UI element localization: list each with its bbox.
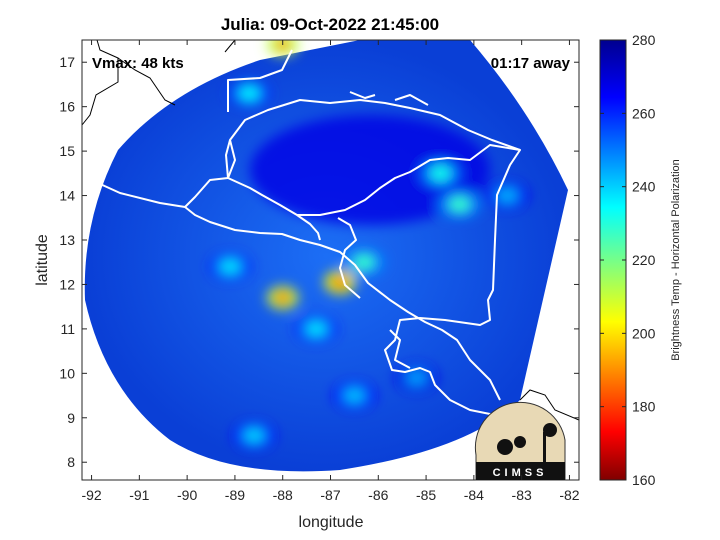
x-axis-ticks: -92 -91 -90 -89 -88 -87 -86 -85 -84 -83 -82: [81, 40, 580, 503]
swath-feature: [496, 187, 519, 204]
y-tick-label: 14: [59, 188, 75, 204]
colorbar-label: Brightness Temp - Horizontal Polarizatio…: [670, 159, 682, 361]
coastline-black: [82, 40, 579, 421]
colorbar-ticks: 160 180 200 220 240 260 280: [600, 32, 656, 488]
y-axis-label: latitude: [34, 234, 51, 286]
swath-feature: [429, 165, 452, 182]
x-tick-label: -86: [368, 487, 388, 503]
colorbar-tick-label: 240: [632, 179, 656, 195]
y-axis-ticks: 8 9 10 11 12 13 14 15 16 17: [59, 54, 579, 470]
x-axis-label: longitude: [299, 514, 364, 531]
y-tick-label: 11: [60, 321, 75, 337]
swath-feature: [343, 387, 366, 404]
swath-warm-region: [250, 115, 490, 225]
y-tick-label: 17: [59, 54, 75, 70]
x-tick-label: -92: [81, 487, 101, 503]
colorbar-tick-label: 160: [632, 472, 656, 488]
x-tick-label: -91: [129, 487, 149, 503]
x-tick-label: -87: [320, 487, 340, 503]
plot-area: [82, 40, 579, 472]
vmax-label: Vmax: 48 kts: [92, 55, 184, 72]
swath-feature: [238, 85, 261, 102]
swath-feature: [448, 196, 471, 213]
y-tick-label: 12: [59, 276, 75, 292]
coastlines-borders: [86, 49, 521, 416]
x-tick-label: -84: [464, 487, 484, 503]
swath-feature: [352, 254, 375, 271]
x-tick-label: -88: [273, 487, 293, 503]
colorbar-tick-label: 180: [632, 399, 656, 415]
logo-text: CIMSS: [493, 467, 548, 479]
time-away-label: 01:17 away: [491, 55, 571, 72]
y-tick-label: 8: [67, 454, 75, 470]
x-tick-label: -90: [177, 487, 197, 503]
y-tick-label: 9: [67, 410, 75, 426]
y-tick-label: 13: [59, 232, 75, 248]
x-tick-label: -82: [559, 487, 579, 503]
x-tick-label: -89: [225, 487, 245, 503]
y-tick-label: 16: [59, 99, 75, 115]
colorbar-tick-label: 280: [632, 32, 656, 48]
y-tick-label: 15: [59, 143, 75, 159]
colorbar: [599, 39, 627, 481]
swath-feature: [305, 320, 328, 337]
swath-feature: [219, 258, 242, 275]
swath-feature: [275, 291, 290, 304]
x-tick-label: -85: [416, 487, 436, 503]
microwave-swath: [84, 40, 569, 472]
swath-feature: [275, 40, 290, 51]
y-tick-label: 10: [59, 365, 75, 381]
chart-title: Julia: 09-Oct-2022 21:45:00: [221, 15, 439, 34]
cimss-logo: CIMSS: [474, 401, 566, 481]
colorbar-tick-label: 200: [632, 325, 656, 341]
x-tick-label: -83: [512, 487, 532, 503]
swath-feature: [405, 369, 428, 386]
colorbar-tick-label: 260: [632, 105, 656, 121]
colorbar-tick-label: 220: [632, 252, 656, 268]
swath-feature: [243, 427, 266, 444]
